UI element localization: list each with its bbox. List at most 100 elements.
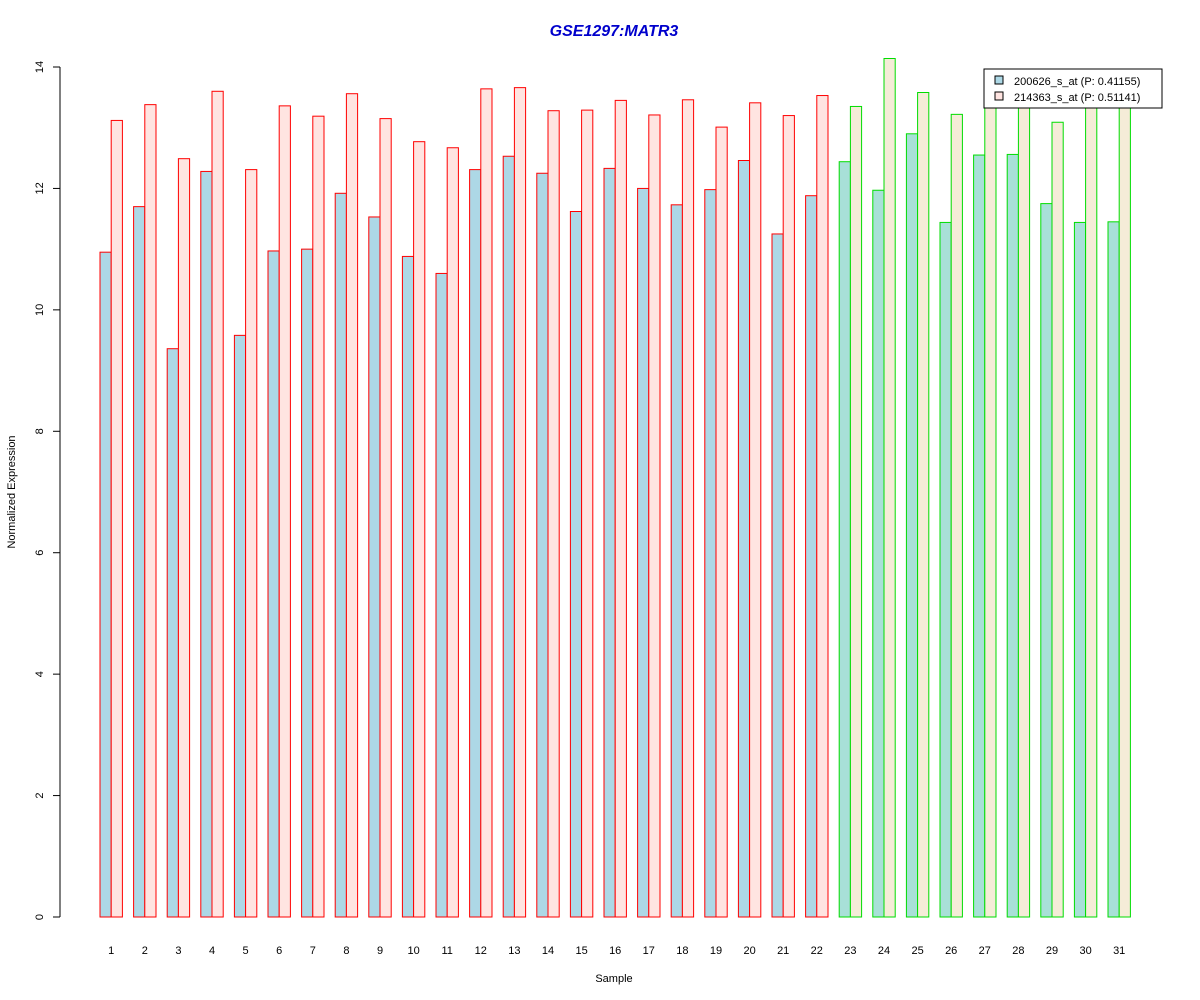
x-tick-label: 28 bbox=[1012, 945, 1024, 957]
y-tick-label: 2 bbox=[34, 793, 46, 799]
legend: 200626_s_at (P: 0.41155) 214363_s_at (P:… bbox=[983, 68, 1163, 109]
legend-label-series-2: 214363_s_at (P: 0.51141) bbox=[1014, 92, 1140, 104]
legend-label-series-1: 200626_s_at (P: 0.41155) bbox=[1014, 76, 1140, 88]
bar-sample-14-series-2 bbox=[547, 110, 560, 918]
bar-sample-26-series-2 bbox=[950, 113, 963, 918]
y-tick-label: 6 bbox=[34, 550, 46, 556]
bar-sample-27-series-1 bbox=[973, 154, 986, 918]
legend-swatch-series-1 bbox=[994, 75, 1004, 85]
x-tick-label: 27 bbox=[979, 945, 991, 957]
bar-sample-16-series-1 bbox=[603, 167, 616, 918]
bar-sample-17-series-2 bbox=[648, 114, 661, 918]
bar-sample-4-series-2 bbox=[211, 90, 224, 918]
y-tick-label: 0 bbox=[34, 914, 46, 920]
y-axis-label: Normalized Expression bbox=[6, 435, 18, 548]
x-tick-label: 22 bbox=[811, 945, 823, 957]
bar-sample-3-series-2 bbox=[177, 158, 191, 918]
x-tick-label: 26 bbox=[945, 945, 957, 957]
bar-sample-12-series-2 bbox=[480, 88, 493, 918]
bar-sample-8-series-2 bbox=[345, 93, 359, 918]
bar-sample-9-series-2 bbox=[379, 118, 392, 918]
bars bbox=[99, 58, 1131, 918]
bar-sample-31-series-1 bbox=[1107, 221, 1120, 918]
y-tick-label: 14 bbox=[34, 61, 46, 73]
x-tick-label: 5 bbox=[243, 945, 249, 957]
x-axis-label: Sample bbox=[595, 973, 632, 985]
bar-sample-11-series-1 bbox=[435, 272, 448, 918]
x-tick-label: 16 bbox=[609, 945, 621, 957]
bar-sample-30-series-2 bbox=[1085, 105, 1098, 918]
y-axis: 0 2 4 6 8 10 12 14 bbox=[34, 61, 61, 920]
bar-sample-1-series-1 bbox=[99, 251, 112, 918]
x-tick-label: 2 bbox=[142, 945, 148, 957]
bar-sample-5-series-1 bbox=[233, 334, 247, 918]
bar-sample-19-series-2 bbox=[715, 126, 728, 918]
bar-sample-4-series-1 bbox=[200, 170, 213, 918]
bar-sample-31-series-2 bbox=[1118, 102, 1131, 918]
bar-sample-28-series-2 bbox=[1017, 101, 1031, 918]
x-tick-label: 24 bbox=[878, 945, 890, 957]
chart-title: GSE1297:MATR3 bbox=[550, 23, 679, 40]
bar-sample-22-series-2 bbox=[816, 95, 829, 918]
y-tick-label: 10 bbox=[34, 304, 46, 316]
bar-sample-18-series-1 bbox=[670, 204, 683, 918]
y-tick-label: 12 bbox=[34, 182, 46, 194]
bar-sample-10-series-1 bbox=[401, 255, 415, 918]
x-tick-label: 18 bbox=[676, 945, 688, 957]
bar-sample-21-series-1 bbox=[771, 233, 784, 918]
bar-sample-18-series-2 bbox=[681, 99, 695, 918]
bar-sample-17-series-1 bbox=[637, 187, 650, 918]
bar-sample-6-series-2 bbox=[278, 105, 291, 918]
x-tick-label: 30 bbox=[1079, 945, 1091, 957]
bar-sample-3-series-1 bbox=[166, 348, 179, 918]
bar-sample-25-series-1 bbox=[905, 133, 919, 918]
bar-sample-7-series-2 bbox=[312, 115, 325, 918]
x-tick-label: 25 bbox=[911, 945, 923, 957]
bar-sample-2-series-2 bbox=[144, 104, 157, 918]
x-tick-label: 31 bbox=[1113, 945, 1125, 957]
x-tick-label: 12 bbox=[475, 945, 487, 957]
bar-sample-19-series-1 bbox=[704, 189, 717, 918]
bar-sample-11-series-2 bbox=[446, 147, 459, 918]
bar-sample-21-series-2 bbox=[782, 115, 795, 918]
bar-sample-16-series-2 bbox=[614, 99, 627, 918]
bar-sample-6-series-1 bbox=[267, 250, 280, 918]
bar-sample-29-series-2 bbox=[1051, 121, 1064, 918]
x-tick-label: 21 bbox=[777, 945, 789, 957]
x-tick-label: 7 bbox=[310, 945, 316, 957]
bar-sample-14-series-1 bbox=[536, 172, 549, 918]
x-tick-label: 11 bbox=[441, 945, 452, 957]
bar-sample-2-series-1 bbox=[133, 206, 146, 918]
bar-sample-9-series-1 bbox=[368, 216, 381, 918]
bar-sample-23-series-2 bbox=[849, 105, 863, 918]
legend-swatch-series-2 bbox=[994, 91, 1004, 101]
x-tick-label: 10 bbox=[407, 945, 419, 957]
x-tick-label: 3 bbox=[175, 945, 181, 957]
legend-box bbox=[983, 68, 1163, 109]
bar-sample-15-series-1 bbox=[569, 211, 583, 918]
bar-sample-23-series-1 bbox=[838, 161, 851, 918]
bar-sample-26-series-1 bbox=[939, 221, 952, 918]
x-tick-label: 23 bbox=[844, 945, 856, 957]
x-tick-label: 15 bbox=[575, 945, 587, 957]
bar-sample-22-series-1 bbox=[805, 195, 818, 918]
bar-sample-10-series-2 bbox=[413, 141, 426, 918]
bar-sample-5-series-2 bbox=[245, 169, 258, 918]
x-tick-label: 29 bbox=[1046, 945, 1058, 957]
bar-sample-8-series-1 bbox=[334, 192, 347, 918]
bar-sample-1-series-2 bbox=[110, 119, 123, 918]
bar-sample-20-series-2 bbox=[749, 102, 762, 918]
bar-sample-20-series-1 bbox=[737, 160, 751, 918]
x-tick-labels: 1 2 3 4 5 6 7 8 9 10 11 12 13 14 15 16 17 18 19 20 21 22 23 24 2… bbox=[108, 945, 1125, 957]
bar-sample-7-series-1 bbox=[301, 248, 314, 918]
x-tick-label: 8 bbox=[343, 945, 349, 957]
bar-sample-29-series-1 bbox=[1040, 203, 1053, 918]
y-tick-label: 4 bbox=[34, 671, 46, 677]
x-tick-label: 1 bbox=[108, 945, 114, 957]
x-tick-label: 20 bbox=[743, 945, 755, 957]
x-tick-label: 14 bbox=[542, 945, 554, 957]
bar-sample-13-series-2 bbox=[513, 87, 527, 918]
x-tick-label: 17 bbox=[643, 945, 655, 957]
x-tick-label: 9 bbox=[377, 945, 383, 957]
y-tick-label: 8 bbox=[34, 428, 46, 434]
